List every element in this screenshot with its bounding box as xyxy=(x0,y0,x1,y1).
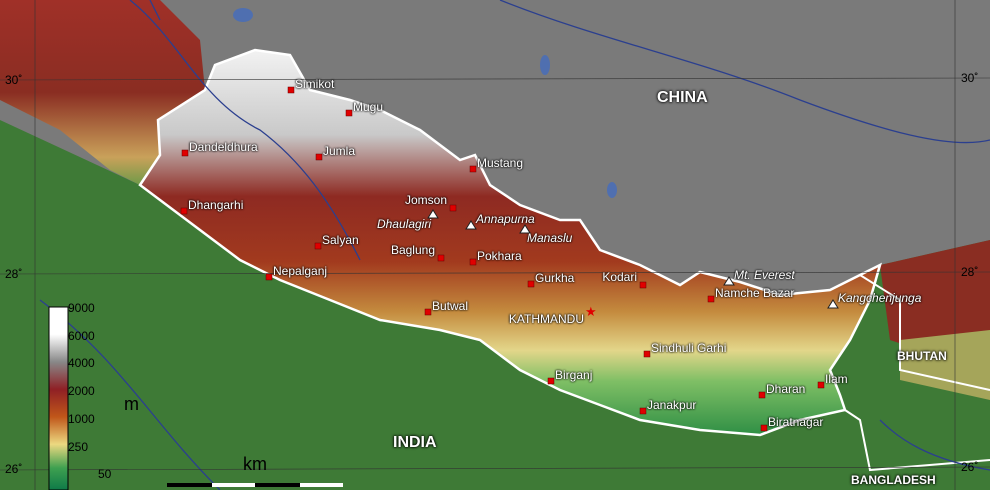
city-label: Kodari xyxy=(602,270,637,284)
city-label: Jumla xyxy=(323,144,356,158)
capital-star-icon: ★ xyxy=(585,304,597,319)
city-label: Birganj xyxy=(555,368,593,382)
peak-triangle-icon xyxy=(519,224,531,234)
legend-tick: 1000 xyxy=(68,412,95,426)
city-marker xyxy=(449,204,457,212)
city-marker xyxy=(345,109,353,117)
lat-label-26-left: 26˚ xyxy=(5,462,23,476)
city-label: Butwal xyxy=(432,299,469,313)
peak-triangle-icon xyxy=(827,299,839,309)
city-marker xyxy=(181,149,189,157)
city-marker xyxy=(424,308,432,316)
city-marker xyxy=(547,377,555,385)
city-label: Dandeldhura xyxy=(189,140,258,154)
city-label: Janakpur xyxy=(647,398,697,412)
label-bhutan: BHUTAN xyxy=(897,349,947,363)
lake xyxy=(607,182,617,198)
legend-tick: 4000 xyxy=(68,356,95,370)
city-marker xyxy=(437,254,445,262)
lat-label-28-left: 28˚ xyxy=(5,267,23,281)
label-india: INDIA xyxy=(393,434,437,451)
city-marker xyxy=(760,424,768,432)
city-label: Baglung xyxy=(390,243,435,257)
peak-triangle-icon xyxy=(465,220,477,230)
city-label: Namche Bazar xyxy=(715,286,795,300)
city-marker xyxy=(817,381,825,389)
legend-tick: 50 xyxy=(98,467,112,481)
city-marker xyxy=(469,258,477,266)
latitude-26 xyxy=(0,466,990,471)
legend-tick: 250 xyxy=(68,440,89,454)
city-label: Simikot xyxy=(295,77,335,91)
rivers xyxy=(39,0,990,490)
city-label: Ilam xyxy=(825,372,848,386)
peak-label: Dhaulagiri xyxy=(376,217,431,231)
city-marker xyxy=(643,350,651,358)
peak-label: Annapurna xyxy=(476,212,535,226)
city-marker xyxy=(314,242,322,250)
city-marker xyxy=(707,295,715,303)
city-marker xyxy=(469,165,477,173)
city-label: Pokhara xyxy=(477,249,522,263)
bhutan-foothills xyxy=(900,330,990,400)
city-label: Sindhuli Garhi xyxy=(651,341,727,355)
city-marker xyxy=(758,391,766,399)
legend-tick: 9000 xyxy=(68,301,95,315)
tibet-plateau xyxy=(0,0,990,295)
city-label: Salyan xyxy=(322,233,359,247)
legend-tick: 6000 xyxy=(68,329,95,343)
legend-tick: 2000 xyxy=(68,384,95,398)
lat-label-28-right: 28˚ xyxy=(961,265,979,279)
city-marker xyxy=(287,86,295,94)
lat-label-26-right: 26˚ xyxy=(961,460,979,474)
bhutan-terrain xyxy=(880,240,990,350)
lake xyxy=(233,8,253,22)
legend-unit: m xyxy=(124,394,139,414)
nepal-border xyxy=(138,48,882,437)
city-marker xyxy=(639,281,647,289)
city-label: Gurkha xyxy=(535,271,575,285)
latitude-28 xyxy=(0,271,990,275)
city-label: Jomson xyxy=(404,193,447,207)
latitude-30 xyxy=(0,77,990,81)
peak-triangle-icon xyxy=(427,209,439,219)
city-label: Biratnagar xyxy=(768,415,824,429)
city-marker xyxy=(315,153,323,161)
peak-label: Manaslu xyxy=(527,231,573,245)
lat-label-30-left: 30˚ xyxy=(5,73,23,87)
scale-bar xyxy=(167,483,343,487)
peak-triangle-icon xyxy=(723,276,735,286)
city-marker xyxy=(265,273,273,281)
city-label: Dharan xyxy=(766,382,806,396)
peak-label: Mt. Everest xyxy=(734,268,795,282)
west-himalaya xyxy=(0,0,205,185)
city-label: Nepalganj xyxy=(273,264,328,278)
label-bangladesh: BANGLADESH xyxy=(851,473,936,487)
international-border xyxy=(844,274,990,472)
peak-label: Kangchenjunga xyxy=(838,291,922,305)
city-marker xyxy=(527,280,535,288)
city-label: Mugu xyxy=(353,100,384,114)
scale-unit: km xyxy=(243,454,267,474)
elevation-legend-bar xyxy=(48,306,69,490)
city-marker xyxy=(639,407,647,415)
city-marker xyxy=(180,207,188,215)
city-label: KATHMANDU xyxy=(508,312,584,326)
label-china: CHINA xyxy=(657,89,708,106)
city-label: Dhangarhi xyxy=(188,198,244,212)
lat-label-30-right: 30˚ xyxy=(961,71,979,85)
city-label: Mustang xyxy=(477,156,524,170)
lake xyxy=(540,55,550,75)
